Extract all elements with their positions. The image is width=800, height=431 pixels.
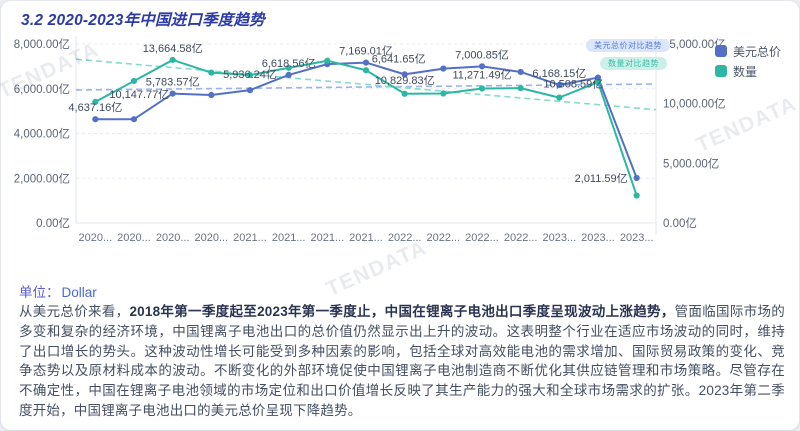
data-point: [633, 192, 640, 199]
y-axis-right-tick-label: 15,000.00亿: [663, 38, 726, 51]
y-axis-right-tick-label: 10,000.00亿: [663, 98, 726, 111]
data-point: [362, 59, 370, 66]
y-axis-left-tick-label: 2,000.00亿: [14, 172, 70, 185]
data-point: [92, 98, 99, 106]
legend-item-quantity[interactable]: 数量: [715, 61, 781, 81]
y-axis-left-tick-label: 8,000.00亿: [14, 38, 70, 51]
data-point: [478, 85, 486, 92]
quantity-series-swatch-icon: [715, 65, 727, 77]
x-axis-tick-label: 2020...: [79, 232, 113, 244]
data-point: [594, 79, 602, 86]
data-point: [324, 57, 331, 64]
y-axis-right-tick-label: 5,000.00亿: [663, 157, 719, 170]
data-point-label: 2,011.59亿: [575, 172, 628, 185]
x-axis-tick-label: 2021...: [311, 232, 345, 244]
data-point-label: 10,508.59亿: [543, 78, 603, 91]
data-point-label: 5,783.57亿: [146, 76, 200, 89]
quantity-trendline-badge: 数量对比趋势: [600, 57, 667, 70]
data-point: [208, 91, 215, 99]
data-point: [440, 90, 447, 97]
y-axis-left-tick-label: 0.00亿: [36, 217, 70, 230]
unit-line: 单位： Dollar: [19, 281, 97, 301]
x-axis-tick-label: 2022...: [427, 232, 461, 244]
data-point: [208, 69, 215, 76]
data-point: [401, 90, 408, 97]
unit-value: Dollar: [61, 285, 97, 300]
data-point-label: 10,147.77亿: [109, 88, 169, 101]
chart-canvas: 8,000.00亿 6,000.00亿 4,000.00亿 2,000.00亿 0.00…: [14, 36, 726, 244]
data-point: [362, 67, 370, 74]
data-point: [517, 85, 524, 92]
x-axis-tick-label: 2021...: [349, 232, 383, 244]
data-point: [169, 90, 176, 97]
data-point: [92, 116, 99, 123]
data-point: [633, 174, 640, 182]
data-point-label: 6,168.15亿: [532, 67, 586, 80]
data-point-label: 11,271.49亿: [452, 68, 511, 81]
x-axis-tick-label: 2020...: [195, 232, 229, 244]
data-point: [440, 65, 447, 72]
legend-label-usd-total: 美元总价: [733, 44, 782, 59]
x-axis-tick-label: 2022...: [388, 232, 422, 244]
data-point: [517, 68, 524, 76]
data-point-label: 13,664.58亿: [143, 42, 203, 55]
quarterly-trend-chart: 8,000.00亿 6,000.00亿 4,000.00亿 2,000.00亿 0.00…: [1, 1, 800, 263]
x-axis-tick-label: 2020...: [156, 232, 190, 244]
x-axis-tick-label: 2023...: [581, 232, 615, 244]
data-point: [285, 64, 292, 71]
y-axis-right-tick-label: 0.00亿: [663, 217, 697, 230]
data-point: [130, 116, 138, 123]
data-point-label: 4,637.16亿: [68, 101, 122, 114]
y-axis-left-tick-label: 6,000.00亿: [14, 83, 70, 96]
chart-legend: 美元总价 数量: [715, 41, 781, 81]
page-title: 3.2 2020-2023年中国进口季度趋势: [21, 12, 265, 29]
data-point-label: 7,169.01亿: [339, 45, 393, 58]
legend-label-quantity: 数量: [733, 64, 758, 79]
x-axis-tick-label: 2023...: [543, 232, 577, 244]
data-point: [556, 81, 563, 89]
data-point: [556, 94, 563, 101]
data-point: [169, 56, 176, 64]
data-point: [594, 74, 602, 81]
data-point: [285, 71, 292, 79]
paragraph-seg-3: 管面临国际市场的多变和复杂的经济环境，中国锂离子电池出口的总价值仍然显示出上升的…: [19, 304, 785, 418]
y-axis-left-tick-label: 4,000.00亿: [14, 128, 70, 141]
data-point-label: 10,829.83亿: [375, 74, 435, 87]
x-axis-tick-label: 2020...: [117, 232, 151, 244]
x-axis-tick-label: 2021...: [233, 232, 267, 244]
data-point-label: 6,618.56亿: [262, 57, 316, 70]
x-axis-tick-label: 2023...: [620, 232, 654, 244]
usd-series-swatch-icon: [715, 45, 727, 57]
data-point-label: 7,000.85亿: [455, 48, 509, 61]
legend-item-usd-total[interactable]: 美元总价: [715, 41, 781, 61]
data-point: [246, 71, 254, 79]
data-point: [478, 63, 486, 70]
x-axis-tick-label: 2022...: [504, 232, 538, 244]
analysis-paragraph: 从美元总价来看，2018年第一季度起至2023年第一季度止，中国在锂离子电池出口…: [19, 302, 785, 421]
data-point-label: 6,641.65亿: [372, 52, 426, 65]
unit-label: 单位：: [19, 285, 60, 300]
data-point-label: 5,936.24亿: [223, 68, 277, 81]
x-axis-tick-label: 2022...: [465, 232, 499, 244]
data-point: [401, 71, 408, 78]
paragraph-seg-1: 从美元总价来看，: [19, 304, 130, 319]
trendline: [75, 58, 657, 111]
paragraph-seg-2-bold: 2018年第一季度起至2023年第一季度止，中国在锂离子电池出口季度呈现波动上涨…: [129, 304, 675, 319]
x-axis-tick-label: 2021...: [272, 232, 306, 244]
data-point: [246, 87, 254, 94]
data-point: [130, 77, 138, 85]
usd-trendline-badge: 美元总价对比趋势: [586, 39, 670, 52]
